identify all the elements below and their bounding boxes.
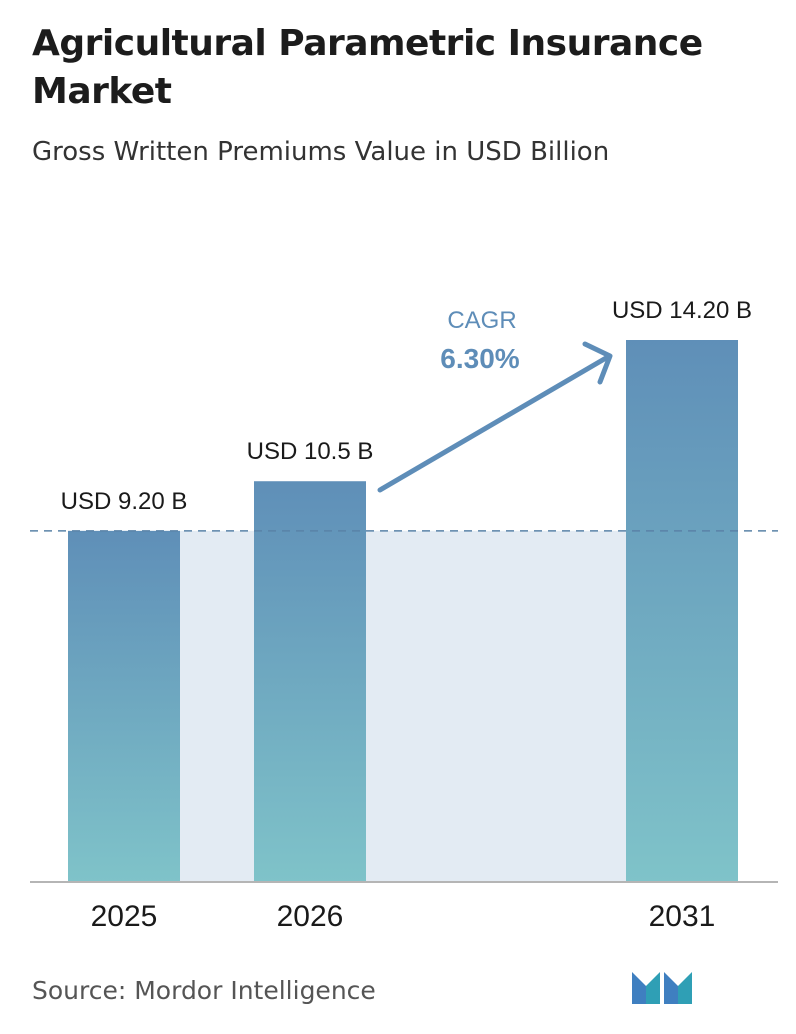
x-tick-label-2031: 2031 [649,900,716,933]
bar-2026 [254,481,366,882]
cagr-value: 6.30% [440,343,519,374]
source-note: Source: Mordor Intelligence [32,976,376,1005]
reference-shaded-area [180,530,626,882]
data-label-2025: USD 9.20 B [61,488,188,515]
bar-2025 [68,530,180,882]
data-label-2026: USD 10.5 B [247,438,374,465]
chart-title: Agricultural Parametric Insurance Market [32,23,703,112]
mordor-intelligence-logo [632,968,700,1008]
data-label-2031: USD 14.20 B [612,297,752,324]
bar-2031 [626,340,738,882]
cagr-arrow-shaft [377,355,609,493]
x-tick-label-2025: 2025 [91,900,158,933]
bar-chart: USD 9.20 B 2025 USD 10.5 B 2026 USD 14.20 B 2… [30,297,778,933]
x-tick-label-2026: 2026 [277,900,344,933]
cagr-arrow-head [582,341,613,385]
cagr-label: CAGR [447,307,516,334]
chart-subtitle: Gross Written Premiums Value in USD Bill… [32,137,610,167]
